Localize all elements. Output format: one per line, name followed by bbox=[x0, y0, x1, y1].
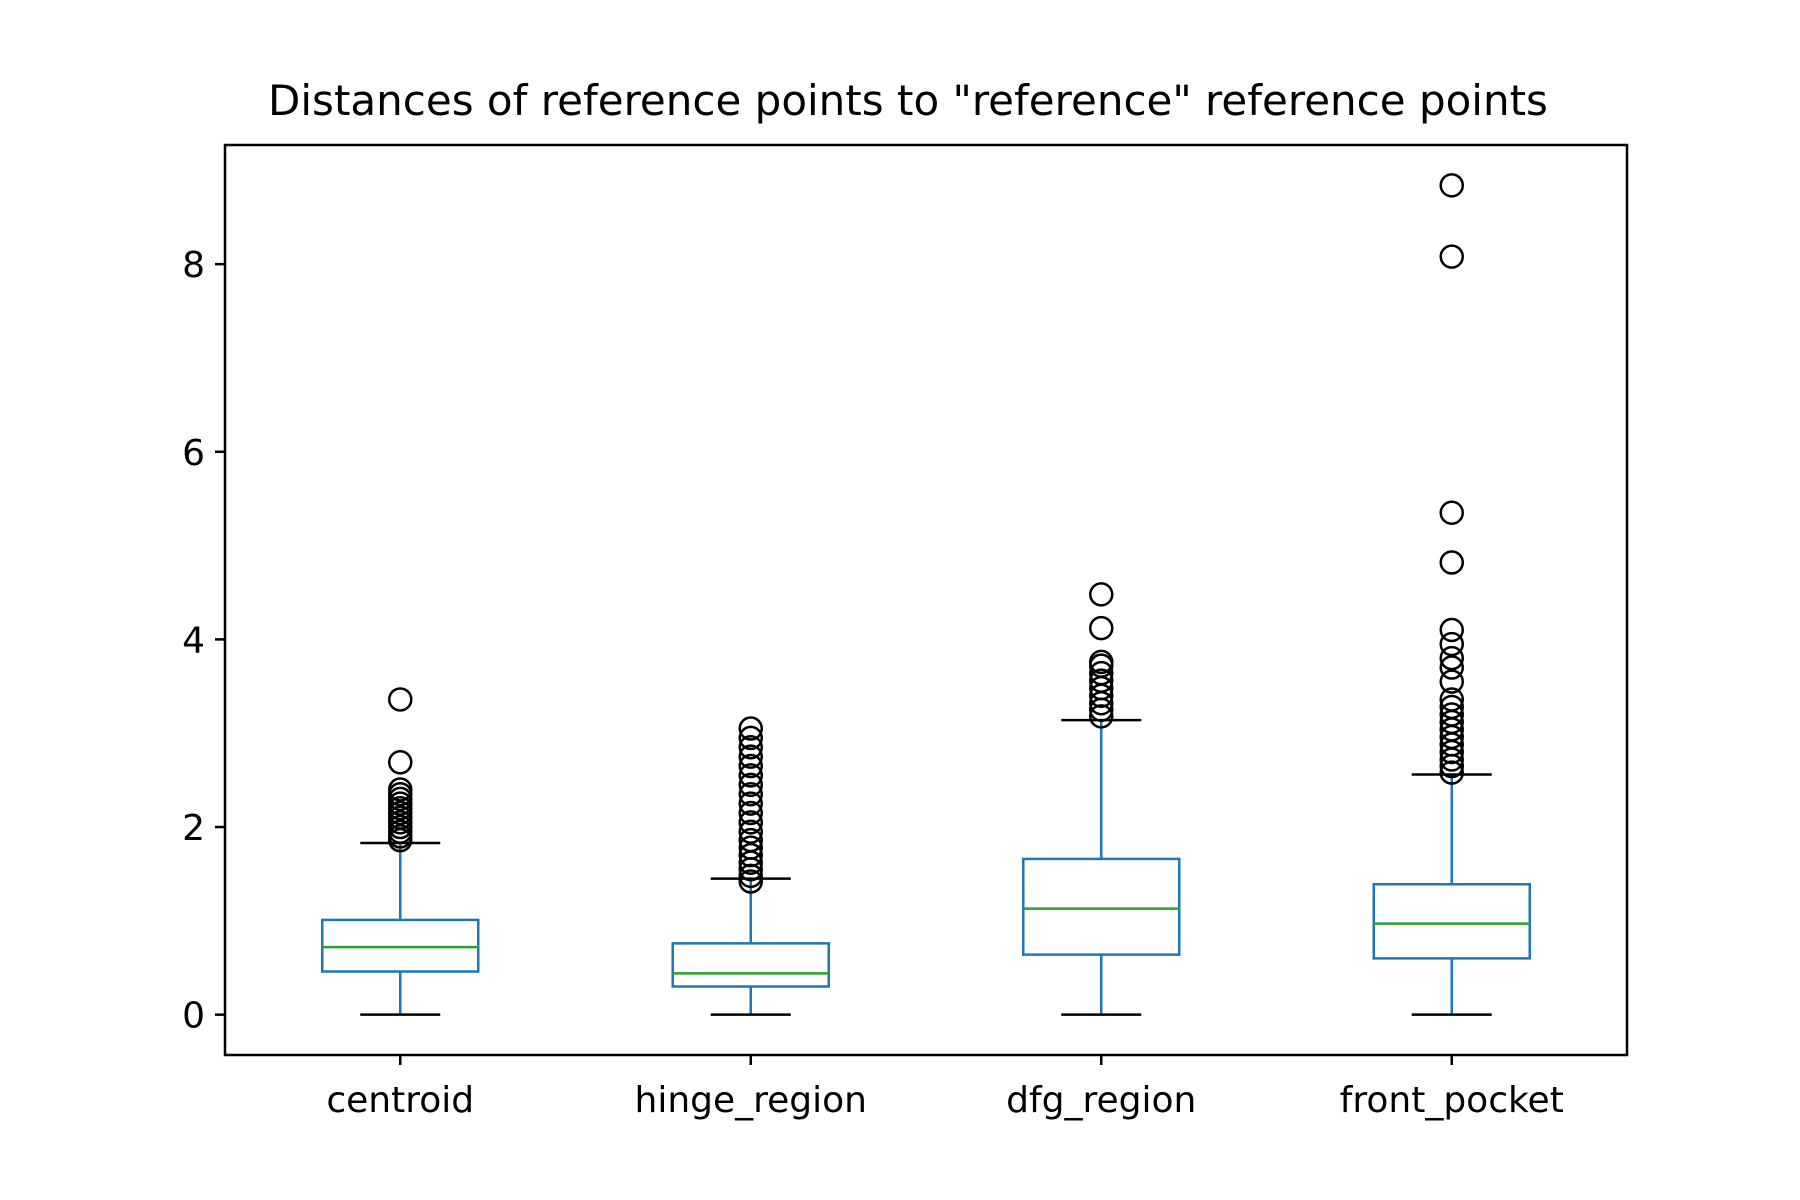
outlier-point bbox=[1439, 173, 1464, 198]
outlier-point bbox=[1089, 649, 1114, 675]
outlier-point bbox=[1439, 760, 1464, 785]
outlier-point bbox=[1089, 704, 1114, 729]
outlier-point bbox=[738, 725, 763, 751]
x-tick-label: hinge_region bbox=[635, 1080, 868, 1121]
outlier-point bbox=[738, 835, 763, 860]
outlier-point bbox=[738, 744, 763, 769]
y-tick-label: 4 bbox=[182, 620, 205, 661]
y-tick-label: 6 bbox=[182, 433, 205, 474]
outlier-point bbox=[738, 735, 763, 760]
box-dfg_region bbox=[1022, 857, 1181, 956]
outlier-point bbox=[1439, 244, 1464, 269]
outlier-point bbox=[738, 753, 763, 779]
outlier-point bbox=[1439, 655, 1464, 680]
outlier-point bbox=[1439, 631, 1464, 657]
box-hinge_region bbox=[671, 942, 830, 988]
outlier-point bbox=[1089, 615, 1114, 641]
outlier-point bbox=[738, 800, 763, 826]
outlier-point bbox=[1089, 660, 1114, 686]
outlier-point bbox=[738, 810, 763, 835]
outlier-point bbox=[1439, 694, 1464, 720]
outlier-point bbox=[1439, 617, 1464, 643]
outlier-point bbox=[1439, 669, 1464, 694]
outlier-point bbox=[738, 772, 763, 798]
outlier-point bbox=[1439, 500, 1464, 526]
outlier-point bbox=[738, 781, 763, 807]
plot-area bbox=[321, 173, 1531, 1016]
plot-frame bbox=[223, 143, 1629, 1057]
outlier-point bbox=[738, 842, 763, 868]
box-front_pocket bbox=[1372, 883, 1531, 960]
outlier-point bbox=[1089, 582, 1114, 607]
outlier-point bbox=[1439, 687, 1464, 712]
outlier-point bbox=[738, 869, 763, 894]
outlier-point bbox=[738, 716, 763, 741]
axes: 0 2 4 6 8 centroid hinge_region dfg_region front… bbox=[182, 245, 1564, 1121]
y-tick-label: 2 bbox=[182, 808, 205, 849]
x-tick-label: front_pocket bbox=[1340, 1080, 1564, 1121]
x-tick-label: centroid bbox=[326, 1080, 474, 1121]
outlier-point bbox=[1439, 645, 1464, 671]
outlier-point bbox=[738, 791, 763, 816]
box-centroid bbox=[321, 918, 480, 973]
outlier-point bbox=[388, 750, 413, 775]
outlier-point bbox=[738, 763, 763, 788]
outlier-point bbox=[1439, 550, 1464, 575]
outlier-point bbox=[388, 777, 413, 802]
outlier-point bbox=[738, 819, 763, 844]
outlier-point bbox=[738, 827, 763, 853]
y-tick-label: 8 bbox=[182, 245, 205, 286]
outlier-point bbox=[1439, 702, 1464, 727]
y-tick-label: 0 bbox=[182, 996, 205, 1037]
x-tick-label: dfg_region bbox=[1006, 1080, 1196, 1121]
outlier-point bbox=[388, 687, 413, 712]
outlier-point bbox=[1089, 668, 1114, 693]
chart-title: Distances of reference points to "refere… bbox=[268, 76, 1548, 125]
outlier-point bbox=[738, 863, 763, 889]
